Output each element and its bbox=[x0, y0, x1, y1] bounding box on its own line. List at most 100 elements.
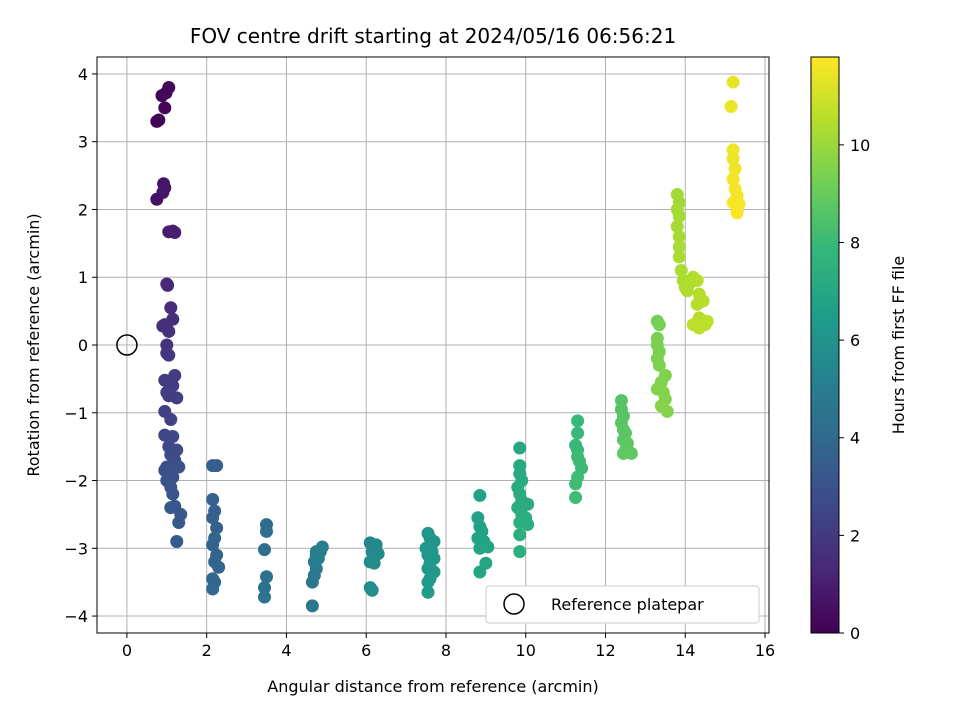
data-point bbox=[513, 545, 527, 559]
reference-marker bbox=[116, 334, 138, 356]
x-tick-label: 8 bbox=[441, 641, 451, 660]
data-point bbox=[158, 318, 172, 332]
data-point bbox=[160, 385, 174, 399]
data-point bbox=[700, 314, 714, 328]
data-point bbox=[726, 172, 740, 186]
y-tick-label: 1 bbox=[78, 268, 88, 287]
colorbar-tick-label: 2 bbox=[850, 526, 860, 545]
data-point bbox=[421, 575, 435, 589]
data-point bbox=[513, 441, 527, 455]
colorbar-tick-label: 0 bbox=[850, 624, 860, 643]
data-point bbox=[258, 581, 272, 595]
y-axis-ticks: −4 −3 −2 −1 0 1 2 3 4 bbox=[64, 65, 97, 626]
data-point bbox=[521, 518, 535, 532]
data-point bbox=[652, 358, 666, 372]
legend: Reference platepar bbox=[485, 585, 760, 624]
data-point bbox=[164, 413, 178, 427]
data-point bbox=[206, 511, 220, 525]
x-tick-label: 12 bbox=[595, 641, 615, 660]
data-point bbox=[168, 368, 182, 382]
x-tick-label: 2 bbox=[202, 641, 212, 660]
data-point bbox=[259, 570, 273, 584]
data-point bbox=[259, 524, 273, 538]
data-point bbox=[166, 487, 180, 501]
data-point bbox=[160, 277, 174, 291]
x-axis-label: Angular distance from reference (arcmin) bbox=[267, 677, 598, 696]
data-point bbox=[168, 457, 182, 471]
data-point bbox=[258, 543, 272, 557]
y-tick-label: 3 bbox=[78, 133, 88, 152]
x-axis-ticks: 0 2 4 6 8 10 12 14 16 bbox=[122, 633, 775, 660]
data-point bbox=[210, 521, 224, 535]
data-point bbox=[513, 528, 527, 542]
data-point bbox=[172, 516, 186, 530]
legend-marker bbox=[503, 593, 525, 615]
y-tick-label: 2 bbox=[78, 200, 88, 219]
data-point bbox=[660, 404, 674, 418]
data-point bbox=[571, 414, 585, 428]
data-point bbox=[258, 590, 272, 604]
data-point bbox=[305, 599, 319, 613]
data-point bbox=[473, 541, 487, 555]
data-point bbox=[569, 490, 583, 504]
colorbar-label: Hours from first FF file bbox=[889, 256, 908, 435]
data-point bbox=[365, 583, 379, 597]
data-point bbox=[652, 318, 666, 332]
data-point bbox=[521, 497, 535, 511]
y-axis-label: Rotation from reference (arcmin) bbox=[24, 213, 43, 476]
data-point bbox=[672, 209, 686, 223]
y-tick-label: −1 bbox=[64, 404, 88, 423]
data-point bbox=[158, 101, 172, 115]
data-points bbox=[150, 75, 746, 613]
data-point bbox=[367, 556, 381, 570]
data-point bbox=[672, 240, 686, 254]
data-point bbox=[159, 86, 173, 100]
data-point bbox=[210, 459, 224, 473]
data-point bbox=[158, 181, 172, 195]
x-tick-label: 4 bbox=[281, 641, 291, 660]
colorbar-tick-label: 8 bbox=[850, 233, 860, 252]
colorbar bbox=[810, 56, 840, 634]
data-point bbox=[726, 75, 740, 89]
data-point bbox=[166, 429, 180, 443]
data-point bbox=[164, 501, 178, 515]
data-point bbox=[686, 318, 700, 332]
x-tick-label: 6 bbox=[361, 641, 371, 660]
data-point bbox=[672, 250, 686, 264]
x-tick-label: 16 bbox=[755, 641, 775, 660]
data-point bbox=[696, 294, 710, 308]
data-point bbox=[672, 230, 686, 244]
colorbar-tick-label: 10 bbox=[850, 136, 870, 155]
data-point bbox=[724, 99, 738, 113]
data-point bbox=[473, 565, 487, 579]
reference-point bbox=[116, 334, 138, 356]
colorbar-ticks: 0 2 4 6 8 10 bbox=[839, 136, 870, 643]
y-tick-label: −3 bbox=[64, 539, 88, 558]
data-point bbox=[164, 301, 178, 315]
data-point bbox=[624, 446, 638, 460]
y-tick-label: 4 bbox=[78, 65, 88, 84]
data-point bbox=[168, 226, 182, 240]
legend-label: Reference platepar bbox=[551, 595, 704, 614]
data-point bbox=[206, 538, 220, 552]
data-point bbox=[311, 551, 325, 565]
x-tick-label: 14 bbox=[675, 641, 695, 660]
data-point bbox=[170, 391, 184, 405]
data-point bbox=[212, 560, 226, 574]
data-point bbox=[170, 535, 184, 549]
data-point bbox=[473, 488, 487, 502]
x-tick-label: 0 bbox=[122, 641, 132, 660]
data-point bbox=[569, 477, 583, 491]
data-point bbox=[421, 585, 435, 599]
data-point bbox=[670, 219, 684, 233]
y-tick-label: −2 bbox=[64, 472, 88, 491]
legend-box bbox=[485, 585, 760, 624]
x-tick-label: 10 bbox=[516, 641, 536, 660]
data-point bbox=[690, 274, 704, 288]
data-point bbox=[206, 582, 220, 596]
y-tick-label: −4 bbox=[64, 607, 88, 626]
data-point bbox=[160, 346, 174, 360]
data-point bbox=[152, 113, 166, 127]
data-point bbox=[730, 206, 744, 220]
